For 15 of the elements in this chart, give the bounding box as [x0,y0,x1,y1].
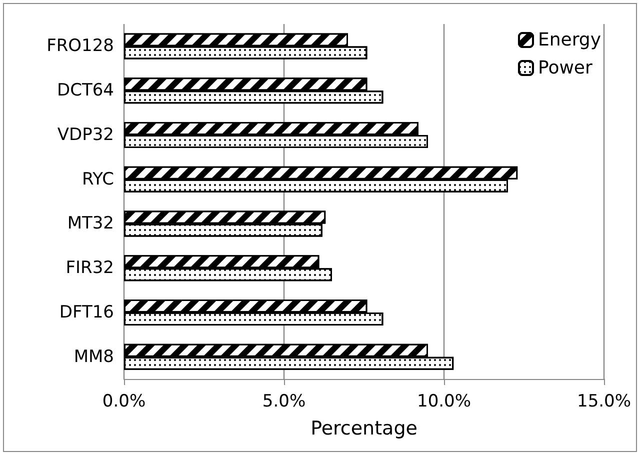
y-tick-label: FRO128 [46,36,114,56]
legend-label: Power [538,58,594,78]
y-tick-label: DFT16 [59,302,114,322]
y-tick-label: MM8 [74,346,114,367]
y-tick-label: MT32 [67,214,114,234]
x-tick-label: 15.0% [576,392,632,412]
y-tick-label: RYC [82,169,114,190]
y-tick-label: DCT64 [57,80,114,101]
legend-label: Energy [538,30,602,50]
x-tick-label: 5.0% [262,392,306,412]
y-tick-label: FIR32 [66,258,114,278]
x-tick-label: 10.0% [416,392,472,412]
x-axis-title: Percentage [310,418,418,440]
y-tick-label: VDP32 [57,124,114,145]
x-tick-label: 0.0% [102,392,146,412]
